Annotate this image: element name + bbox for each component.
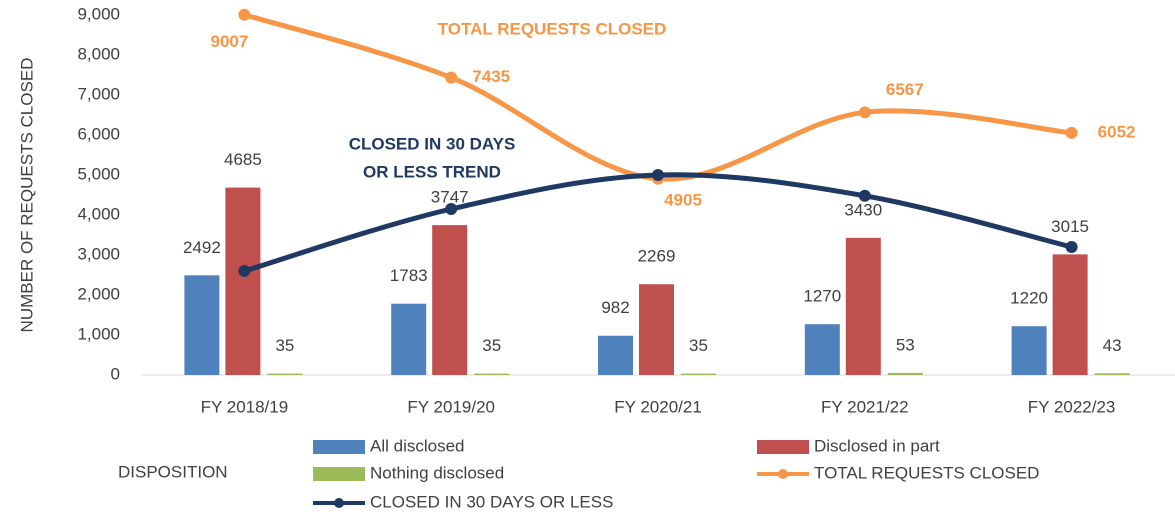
line	[243, 12, 1072, 182]
data-label: 2269	[638, 247, 676, 266]
legend-title: DISPOSITION	[118, 462, 228, 481]
y-tick-label: 2,000	[77, 284, 120, 303]
data-label: 1220	[1010, 289, 1048, 308]
x-tick-label: FY 2021/22	[821, 397, 909, 416]
y-tick-label: 1,000	[77, 324, 120, 343]
legend-swatch	[313, 467, 365, 481]
data-label: 1783	[390, 266, 428, 285]
bar	[598, 335, 633, 375]
bar	[845, 237, 881, 375]
data-label: 6052	[1098, 122, 1136, 141]
annotation: CLOSED IN 30 DAYS	[349, 134, 516, 153]
y-tick-label: 8,000	[77, 44, 120, 63]
line-marker	[238, 8, 251, 21]
line-marker	[652, 169, 664, 181]
bar	[681, 373, 716, 375]
data-label: 2492	[183, 238, 221, 257]
data-label: 35	[275, 336, 294, 355]
line-marker	[858, 106, 871, 119]
bar	[804, 324, 840, 375]
bar	[432, 225, 468, 375]
bar	[1052, 254, 1088, 375]
y-tick-label: 5,000	[77, 164, 120, 183]
line-marker	[1065, 241, 1078, 253]
x-tick-label: FY 2018/19	[201, 397, 289, 416]
data-label: 3747	[431, 188, 469, 207]
y-tick-label: 7,000	[77, 84, 120, 103]
bar	[639, 284, 674, 375]
data-label: 4905	[664, 190, 702, 209]
line-marker	[1065, 126, 1078, 139]
y-tick-label: 0	[111, 364, 120, 383]
data-label: 4685	[224, 150, 262, 169]
legend-swatch	[313, 440, 365, 454]
line-marker	[445, 203, 458, 215]
data-label: 35	[482, 336, 501, 355]
y-tick-label: 4,000	[77, 204, 120, 223]
x-tick-label: FY 2019/20	[407, 397, 495, 416]
bar	[267, 373, 303, 375]
legend-label: Nothing disclosed	[370, 463, 504, 482]
data-label: 7435	[472, 67, 510, 86]
bar	[225, 187, 261, 375]
data-label: 9007	[210, 32, 248, 51]
data-label: 1270	[803, 287, 841, 306]
bar	[1094, 373, 1130, 375]
y-tick-label: 6,000	[77, 124, 120, 143]
bar	[184, 275, 220, 375]
data-label: 6567	[886, 80, 924, 99]
data-label: 53	[896, 335, 915, 354]
data-label: 3015	[1051, 217, 1089, 236]
y-tick-label: 9,000	[77, 4, 120, 23]
legend-label: Disclosed in part	[814, 436, 940, 455]
legend-swatch	[757, 440, 809, 454]
bar	[474, 373, 510, 375]
annotation: OR LESS TREND	[363, 162, 501, 181]
legend-label: TOTAL REQUESTS CLOSED	[814, 463, 1039, 482]
data-label: 43	[1103, 336, 1122, 355]
data-label: 982	[601, 298, 629, 317]
bar	[887, 372, 923, 375]
annotation: TOTAL REQUESTS CLOSED	[438, 19, 667, 38]
data-label: 35	[689, 336, 708, 355]
bar	[391, 303, 427, 375]
line-marker	[238, 265, 251, 277]
data-label: 3430	[844, 200, 882, 219]
y-tick-label: 3,000	[77, 244, 120, 263]
y-axis-label: NUMBER OF REQUESTS CLOSED	[17, 58, 36, 333]
legend-marker	[778, 469, 788, 479]
x-tick-label: FY 2020/21	[614, 397, 702, 416]
legend-marker	[334, 498, 344, 508]
x-tick-label: FY 2022/23	[1028, 397, 1116, 416]
bar	[1011, 326, 1047, 375]
legend-label: All disclosed	[370, 436, 465, 455]
legend-label: CLOSED IN 30 DAYS OR LESS	[370, 492, 613, 511]
line-marker	[445, 71, 458, 84]
line-marker	[858, 189, 871, 202]
